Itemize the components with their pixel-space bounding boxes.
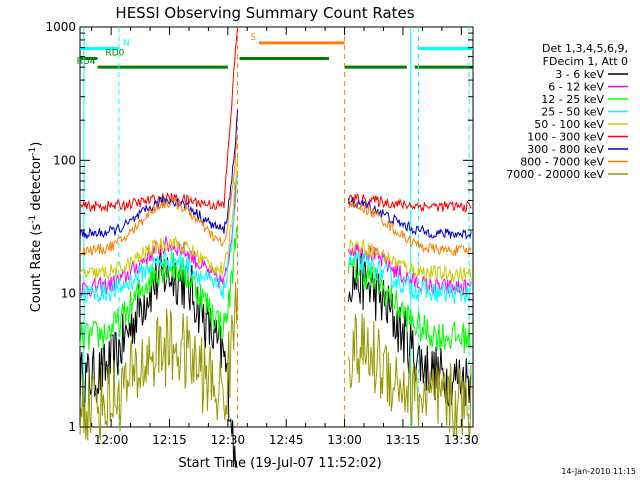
series-6-12keV-seg2 bbox=[348, 243, 472, 298]
legend-label: 12 - 25 keV bbox=[541, 93, 604, 106]
series-7000-20000keV-seg1 bbox=[79, 282, 239, 441]
y-tick-label: 1 bbox=[68, 420, 76, 434]
series-100-300keV-seg1 bbox=[79, 26, 239, 213]
x-axis-label: Start Time (19-Jul-07 11:52:02) bbox=[178, 456, 381, 471]
series-group bbox=[79, 26, 472, 468]
legend-label: 50 - 100 keV bbox=[534, 118, 604, 131]
chart-title: HESSI Observing Summary Count Rates bbox=[115, 4, 414, 22]
series-800-7000keV-seg1 bbox=[79, 135, 239, 257]
series-300-800keV-seg2 bbox=[348, 196, 472, 241]
series-800-7000keV-seg2 bbox=[348, 201, 472, 256]
legend-label: 25 - 50 keV bbox=[541, 106, 604, 119]
series-50-100keV-seg2 bbox=[348, 239, 472, 283]
y-tick-label: 1000 bbox=[45, 20, 76, 34]
x-tick-label: 12:30 bbox=[211, 433, 246, 447]
flag-label-rd0: RD0 bbox=[106, 49, 125, 59]
legend-label: 300 - 800 keV bbox=[527, 143, 604, 156]
legend-label: 7000 - 20000 keV bbox=[506, 168, 604, 181]
x-tick-label: 13:30 bbox=[444, 433, 479, 447]
legend-label: 6 - 12 keV bbox=[548, 81, 604, 94]
y-label-sup2: -1 bbox=[28, 147, 38, 156]
x-tick-label: 12:45 bbox=[269, 433, 304, 447]
x-axis-ticks: 12:00 12:15 12:30 12:45 13:00 13:15 13:30 bbox=[91, 27, 479, 447]
x-tick-label: 13:00 bbox=[327, 433, 362, 447]
series-100-300keV-seg2 bbox=[348, 193, 472, 213]
y-label-mid: detector bbox=[29, 155, 44, 215]
flag-label-rd4: RD4 bbox=[77, 57, 96, 67]
y-tick-label: 10 bbox=[61, 287, 76, 301]
flag-label-n: N bbox=[123, 38, 130, 48]
legend-label: 3 - 6 keV bbox=[555, 68, 604, 81]
series-300-800keV-seg1 bbox=[79, 109, 239, 239]
y-axis-ticks: 1 10 100 1000 bbox=[45, 20, 473, 434]
y-label-end: ) bbox=[29, 142, 44, 147]
series-6-12keV-seg1 bbox=[79, 175, 238, 298]
legend-header-2: FDecim 1, Att 0 bbox=[543, 55, 628, 68]
series-12-25keV-seg2 bbox=[348, 256, 472, 354]
series-7000-20000keV-seg2 bbox=[348, 313, 472, 440]
x-tick-label: 13:15 bbox=[386, 433, 421, 447]
y-label-main: Count Rate (s bbox=[29, 224, 44, 313]
series-3-6keV-seg1 bbox=[79, 248, 238, 468]
plot-frame bbox=[79, 26, 474, 428]
y-axis-label: Count Rate (s-1 detector-1) bbox=[28, 142, 44, 313]
legend-header-1: Det 1,3,4,5,6,9, bbox=[542, 42, 628, 55]
series-50-100keV-seg1 bbox=[79, 157, 239, 281]
flag-label-s: S bbox=[250, 33, 256, 43]
date-stamp: 14-Jan-2010 11:15 bbox=[561, 467, 636, 476]
x-tick-label: 12:15 bbox=[152, 433, 187, 447]
legend-label: 100 - 300 keV bbox=[527, 131, 604, 144]
y-tick-label: 100 bbox=[53, 153, 76, 167]
series-25-50keV-seg2 bbox=[348, 252, 472, 304]
series-12-25keV-seg1 bbox=[79, 226, 239, 351]
x-tick-label: 12:00 bbox=[94, 433, 129, 447]
y-label-sup1: -1 bbox=[28, 215, 38, 224]
series-25-50keV-seg1 bbox=[79, 175, 239, 303]
legend-label: 800 - 7000 keV bbox=[520, 156, 604, 169]
legend: Det 1,3,4,5,6,9, FDecim 1, Att 0 3 - 6 k… bbox=[506, 42, 628, 181]
